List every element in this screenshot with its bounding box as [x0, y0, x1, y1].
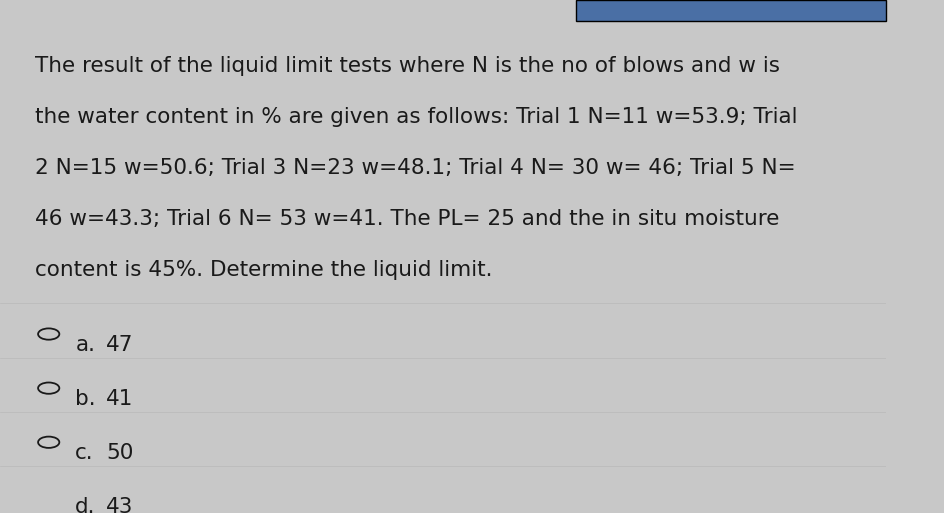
Text: a.: a. [76, 335, 95, 355]
Text: The result of the liquid limit tests where N is the no of blows and w is: The result of the liquid limit tests whe… [35, 56, 780, 76]
Text: c.: c. [76, 443, 93, 463]
Text: 47: 47 [106, 335, 134, 355]
Text: content is 45%. Determine the liquid limit.: content is 45%. Determine the liquid lim… [35, 260, 493, 280]
Text: b.: b. [76, 389, 95, 409]
Text: the water content in % are given as follows: Trial 1 N=11 w=53.9; Trial: the water content in % are given as foll… [35, 107, 797, 127]
FancyBboxPatch shape [575, 0, 885, 21]
Text: 41: 41 [106, 389, 133, 409]
Text: 43: 43 [106, 497, 133, 513]
Text: d.: d. [76, 497, 95, 513]
Text: 46 w=43.3; Trial 6 N= 53 w=41. The PL= 25 and the in situ moisture: 46 w=43.3; Trial 6 N= 53 w=41. The PL= 2… [35, 209, 779, 229]
Text: 2 N=15 w=50.6; Trial 3 N=23 w=48.1; Trial 4 N= 30 w= 46; Trial 5 N=: 2 N=15 w=50.6; Trial 3 N=23 w=48.1; Tria… [35, 158, 795, 178]
Text: 50: 50 [106, 443, 133, 463]
